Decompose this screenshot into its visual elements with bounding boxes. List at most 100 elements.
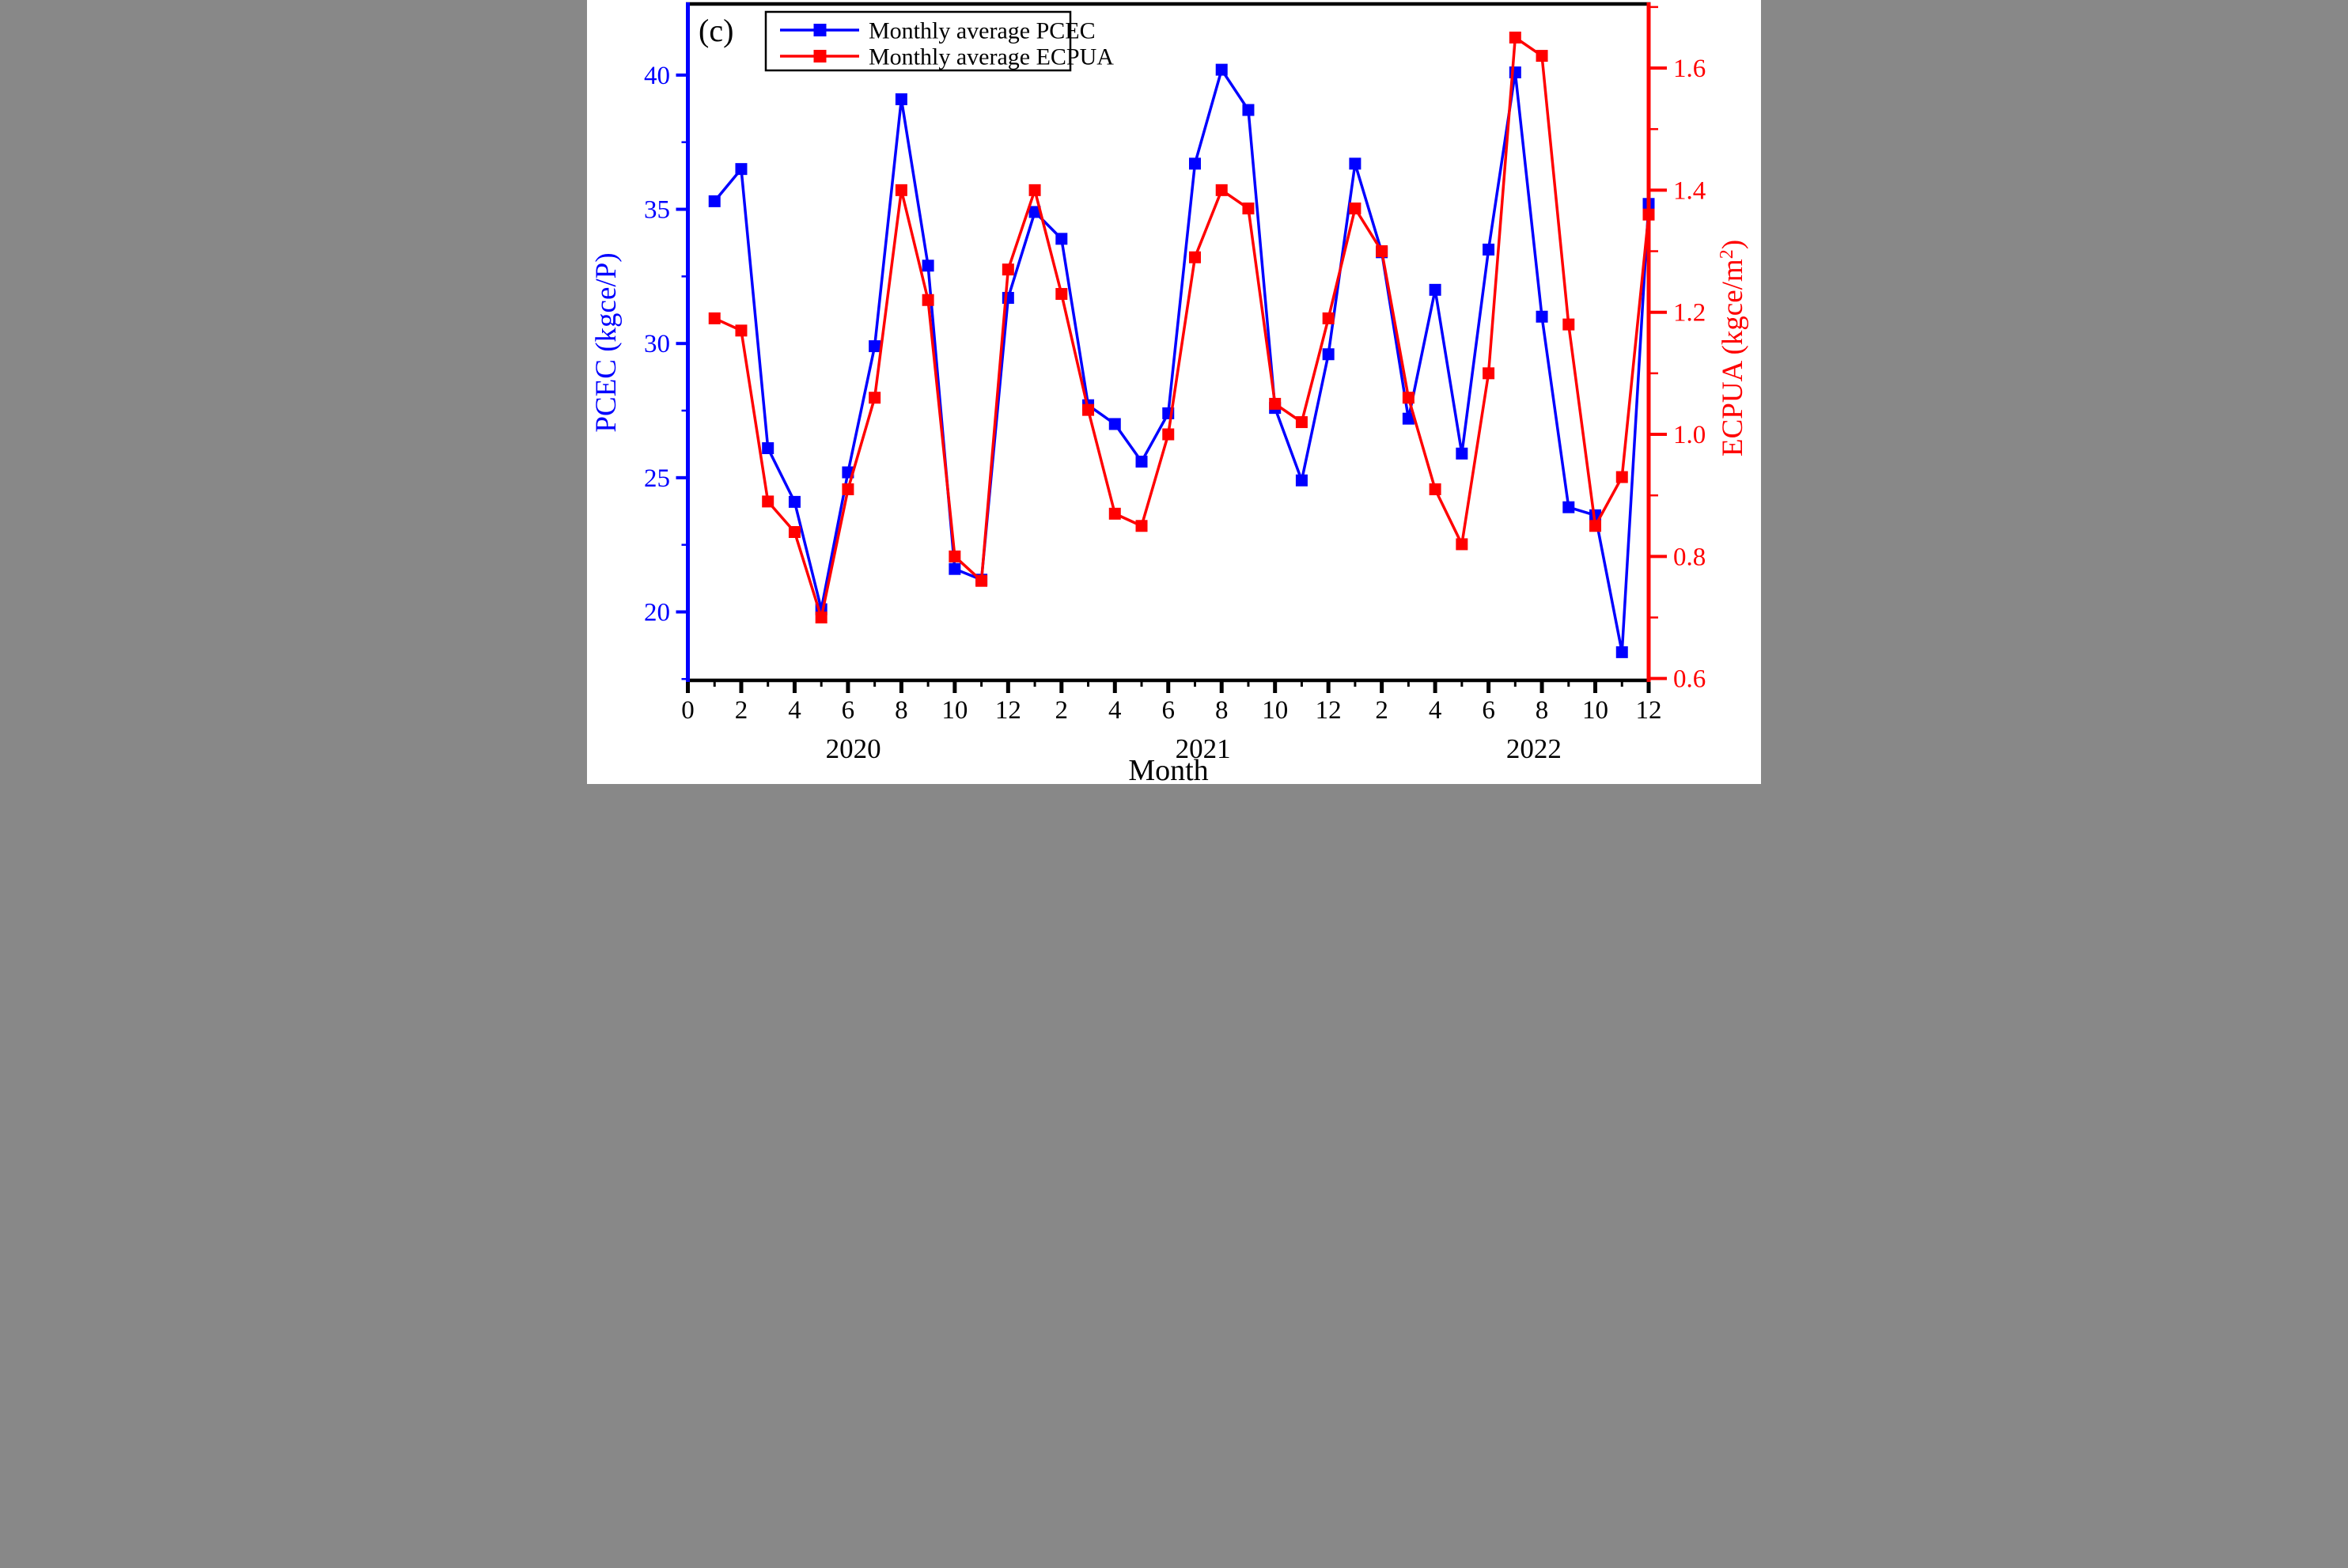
ecpua-data-point-marker: [1269, 397, 1282, 410]
ecpua-data-point-marker: [1615, 471, 1628, 483]
x-tick-label: 2: [1375, 696, 1388, 725]
pcec-data-point-marker: [1108, 418, 1121, 430]
pcec-data-point-marker: [1536, 310, 1548, 323]
y-right-title-close: ): [1717, 240, 1749, 249]
ecpua-data-point-marker: [1402, 392, 1414, 404]
x-tick-label: 4: [1429, 696, 1442, 725]
y-right-tick-label: 1.0: [1673, 421, 1706, 449]
pcec-data-point-marker: [869, 340, 881, 353]
pcec-data-point-marker: [1242, 104, 1255, 116]
ecpua-data-point-marker: [1429, 483, 1441, 495]
x-tick-label: 2: [1055, 696, 1069, 725]
ecpua-series-line: [714, 35, 1650, 623]
pcec-data-point-marker: [1483, 243, 1495, 256]
ecpua-data-point-marker: [1215, 184, 1228, 196]
x-tick-label: 4: [788, 696, 801, 725]
chart-canvas: 0 2 4 6 8 10 12 2 4 6 8 10 12 2 4 6 8 10 12 2020 2021 2022 40 3…: [590, 2, 1749, 784]
x-tick-label: 10: [1262, 696, 1288, 725]
legend-label-ecpua: Monthly average ECPUA: [869, 44, 1114, 70]
ecpua-data-point-marker: [1349, 203, 1361, 215]
ecpua-data-point-marker: [1108, 507, 1121, 520]
y-right-title-superscript: 2: [1717, 249, 1737, 259]
ecpua-data-point-marker: [815, 612, 827, 624]
x-tick-label: 2: [735, 696, 748, 725]
pcec-data-point-marker: [1135, 455, 1148, 468]
pcec-data-point-marker: [1402, 412, 1414, 425]
ecpua-data-point-marker: [762, 495, 774, 508]
ecpua-data-point-marker: [735, 324, 748, 337]
ecpua-data-point-marker: [1135, 520, 1148, 532]
y-right-axis-title: ECPUA (kgce/m2): [1717, 240, 1749, 456]
figure-container: 0 2 4 6 8 10 12 2 4 6 8 10 12 2 4 6 8 10 12 2020 2021 2022 40 3…: [587, 0, 1761, 784]
y-right-tick-label: 1.4: [1673, 176, 1706, 205]
ecpua-data-point-marker: [1456, 538, 1468, 551]
pcec-data-point-marker: [708, 195, 721, 207]
ecpua-data-point-marker: [1162, 428, 1175, 441]
y-left-tick-label: 40: [644, 62, 670, 90]
ecpua-data-point-marker: [708, 312, 721, 324]
y-right-tick-label: 0.6: [1673, 665, 1706, 694]
legend-box-layer: [764, 10, 1072, 72]
x-tick-label: 12: [1316, 696, 1342, 725]
y-right-tick-label: 0.8: [1673, 543, 1706, 571]
ecpua-data-point-marker: [1188, 251, 1201, 263]
ecpua-data-point-marker: [1322, 312, 1335, 324]
x-year-label: 2021: [1176, 733, 1231, 764]
x-tick-label: 4: [1108, 696, 1122, 725]
legend-sample-marker: [813, 24, 827, 36]
x-tick-label: 10: [941, 696, 968, 725]
x-year-label: 2020: [826, 733, 881, 764]
pcec-series-line: [713, 66, 1650, 653]
pcec-data-point-marker: [1615, 646, 1628, 658]
ecpua-data-point-marker: [1028, 184, 1041, 196]
y-left-tick-label: 25: [644, 464, 670, 493]
y-left-tick-label: 35: [644, 196, 670, 225]
x-tick-label: 12: [1636, 696, 1662, 725]
ecpua-data-point-marker: [1536, 50, 1548, 62]
x-tick-label: 0: [681, 696, 695, 725]
legend-sample-marker: [813, 50, 827, 62]
y-right-tick-label: 1.2: [1673, 299, 1706, 328]
ecpua-data-point-marker: [842, 483, 854, 495]
ecpua-data-point-marker: [1082, 403, 1095, 416]
ecpua-data-point-marker: [895, 184, 907, 196]
series-layer: [708, 31, 1655, 658]
x-tick-label: 8: [895, 696, 908, 725]
x-tick-label: 6: [1482, 696, 1495, 725]
x-tick-label: 10: [1582, 696, 1608, 725]
pcec-data-point-marker: [1055, 233, 1068, 245]
y-right-title-main: ECPUA (kgce/m: [1717, 259, 1749, 456]
pcec-data-point-marker: [788, 495, 801, 508]
y-left-tick-label: 20: [644, 598, 670, 627]
ecpua-data-point-marker: [975, 574, 988, 587]
ecpua-data-point-marker: [1002, 263, 1014, 276]
pcec-data-point-marker: [1456, 447, 1468, 460]
pcec-data-point-marker: [922, 259, 934, 272]
pcec-data-point-marker: [1295, 474, 1308, 487]
ecpua-data-point-marker: [1589, 520, 1602, 532]
axis-spines-layer: [686, 2, 1651, 683]
x-tick-label: 6: [842, 696, 855, 725]
x-tick-label: 6: [1162, 696, 1176, 725]
ecpua-data-point-marker: [1562, 318, 1575, 331]
figure-label: (c): [699, 13, 733, 48]
x-tick-label: 8: [1215, 696, 1229, 725]
ecpua-data-point-marker: [1509, 31, 1521, 44]
pcec-data-point-marker: [1562, 501, 1575, 513]
pcec-data-point-marker: [1349, 157, 1361, 170]
y-left-axis-title: PCEC (kgce/P): [590, 252, 623, 432]
ecpua-data-point-marker: [1376, 245, 1388, 258]
y-right-tick-label: 1.6: [1673, 55, 1706, 83]
x-year-label: 2022: [1506, 733, 1562, 764]
ecpua-data-point-marker: [869, 392, 881, 404]
pcec-data-point-marker: [895, 93, 907, 105]
y-left-tick-label: 30: [644, 330, 670, 358]
x-tick-label: 8: [1536, 696, 1549, 725]
pcec-data-point-marker: [1215, 63, 1228, 76]
pcec-data-point-marker: [762, 442, 774, 455]
ecpua-data-point-marker: [788, 525, 801, 538]
ecpua-data-point-marker: [1242, 203, 1255, 215]
pcec-data-point-marker: [1429, 283, 1441, 296]
ecpua-data-point-marker: [1055, 288, 1068, 301]
pcec-data-point-marker: [1322, 348, 1335, 361]
